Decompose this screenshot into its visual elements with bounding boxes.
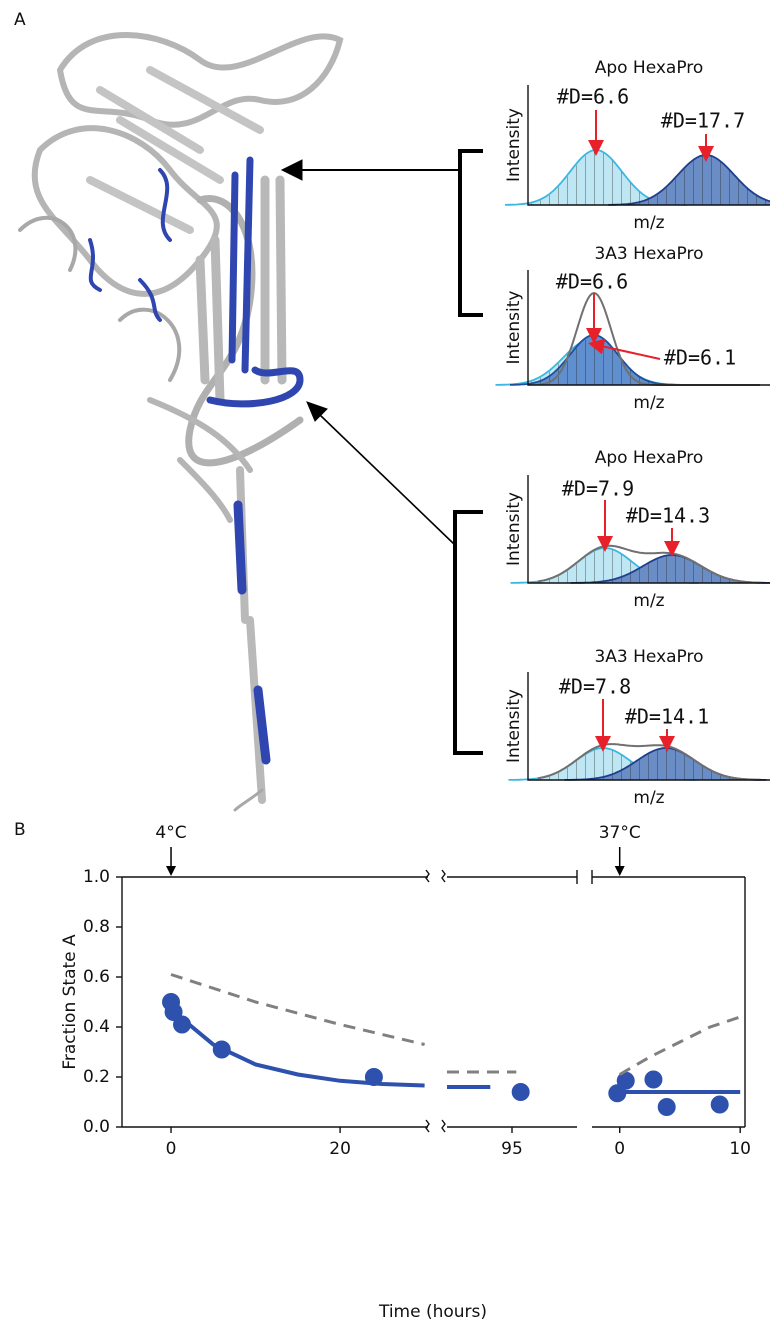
panel-label: A	[14, 10, 26, 30]
peak-label: #D=7.9	[562, 477, 634, 501]
peak-label: #D=6.1	[664, 346, 736, 370]
spectrum-title: 3A3 HexaPro	[594, 647, 703, 667]
peak-hatch	[508, 748, 697, 780]
panel-label: B	[14, 820, 26, 840]
y-tick-label: 0.4	[83, 1017, 110, 1037]
axis-label: Intensity	[504, 492, 524, 566]
peak-hatch	[510, 335, 678, 385]
peak-hatch	[570, 555, 770, 583]
axis-label: m/z	[633, 788, 664, 808]
axis-breaks	[425, 869, 593, 1133]
spectrum-axes	[527, 672, 770, 781]
spectrum-title: Apo HexaPro	[595, 448, 704, 468]
peak-arrow	[588, 338, 661, 360]
peak-label: #D=14.1	[625, 705, 709, 729]
spectrum-title: 3A3 HexaPro	[594, 244, 703, 264]
peak-sum	[537, 743, 760, 781]
protein-structure	[18, 32, 344, 812]
x-tick-label: 10	[729, 1139, 751, 1159]
peak-label: #D=14.3	[626, 504, 710, 528]
y-tick-label: 1.0	[83, 867, 110, 887]
peak-label: #D=6.6	[557, 85, 629, 109]
axis-label: m/z	[633, 393, 664, 413]
axis-label: m/z	[633, 591, 664, 611]
dashed-fit	[618, 1015, 741, 1076]
x-axis-label: Time (hours)	[378, 1302, 487, 1322]
y-tick-label: 0.6	[83, 967, 110, 987]
peak-hatch	[564, 748, 767, 780]
peak-label: #D=7.8	[559, 675, 631, 699]
temperature-arrowhead	[166, 866, 177, 876]
x-tick-label: 0	[166, 1139, 177, 1159]
spectrum-axes	[527, 475, 770, 584]
peak-hatch	[505, 150, 687, 205]
y-tick-label: 0.0	[83, 1117, 110, 1137]
peak-label: #D=17.7	[661, 109, 745, 133]
x-tick-label: 20	[329, 1139, 351, 1159]
axis-label: m/z	[633, 213, 664, 233]
data-point	[710, 1095, 729, 1114]
temperature-label: 4°C	[155, 823, 186, 843]
axis-label: Intensity	[504, 689, 524, 763]
peak-label: #D=6.6	[556, 270, 628, 294]
spectrum-axes	[527, 85, 770, 206]
spectrum-title: Apo HexaPro	[595, 58, 704, 78]
y-axis-label: Fraction State A	[60, 934, 80, 1070]
axis-label: Intensity	[504, 108, 524, 182]
fit-line	[169, 1007, 425, 1088]
peak-hatch	[510, 548, 699, 583]
x-tick-label: 95	[501, 1139, 523, 1159]
axis-label: Intensity	[504, 291, 524, 365]
data-point	[644, 1070, 663, 1089]
peak-hatch	[608, 155, 770, 205]
x-tick-label: 0	[614, 1139, 625, 1159]
peak-sum	[537, 544, 760, 584]
brackets	[280, 149, 483, 755]
data-point	[657, 1098, 676, 1116]
spectrum-axes	[527, 270, 770, 386]
data-point	[511, 1083, 530, 1101]
y-tick-label: 0.2	[83, 1067, 110, 1087]
temperature-label: 37°C	[599, 823, 641, 843]
temperature-arrowhead	[614, 866, 625, 876]
dashed-fit	[170, 973, 425, 1046]
data-point	[616, 1071, 635, 1090]
y-tick-label: 0.8	[83, 917, 110, 937]
